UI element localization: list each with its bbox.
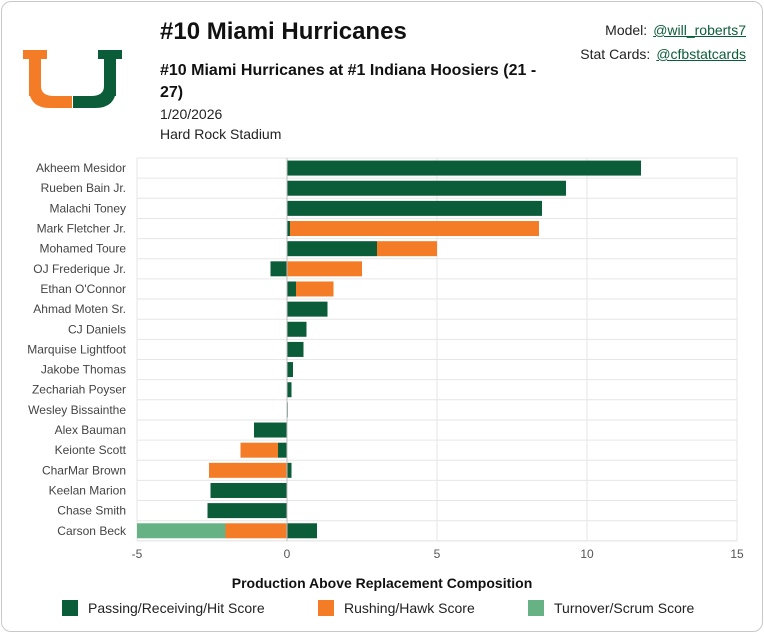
bar-segment	[287, 301, 328, 317]
bar-segment	[287, 362, 293, 378]
y-tick-label: Marquise Lightfoot	[27, 342, 126, 356]
bar-segment	[225, 523, 287, 539]
model-credit: Model: @will_roberts7	[580, 18, 746, 42]
y-tick-label: Malachi Toney	[50, 201, 127, 215]
y-tick-label: OJ Frederique Jr.	[33, 262, 126, 276]
bar-segment	[290, 221, 539, 237]
bar-segment	[287, 221, 290, 237]
legend-item-turnover: Turnover/Scrum Score	[528, 600, 694, 616]
model-handle-link[interactable]: @will_roberts7	[653, 22, 746, 38]
y-tick-label: Jakobe Thomas	[41, 363, 126, 377]
x-tick-label: 15	[730, 547, 744, 561]
y-tick-label: Mark Fletcher Jr.	[37, 222, 126, 236]
legend-label-rushing: Rushing/Hawk Score	[344, 600, 475, 616]
bar-segment	[287, 200, 542, 216]
y-tick-label: Ethan O'Connor	[40, 282, 126, 296]
legend-item-passing: Passing/Receiving/Hit Score	[62, 600, 265, 616]
y-tick-label: Chase Smith	[57, 504, 126, 518]
bar-segment	[377, 241, 437, 257]
bar-segment	[207, 503, 287, 519]
bar-segment	[287, 241, 377, 257]
x-tick-label: -5	[132, 547, 143, 561]
y-tick-label: Rueben Bain Jr.	[41, 181, 126, 195]
y-tick-label: Carson Beck	[57, 524, 127, 538]
credits: Model: @will_roberts7 Stat Cards: @cfbstat…	[580, 18, 746, 66]
stat-handle-link[interactable]: @cfbstatcards	[656, 46, 746, 62]
stat-label: Stat Cards:	[580, 46, 651, 62]
model-label: Model:	[605, 22, 648, 38]
bar-segment	[287, 180, 566, 196]
y-tick-label: Ahmad Moten Sr.	[33, 302, 126, 316]
y-tick-label: CJ Daniels	[68, 322, 126, 336]
x-axis-title: Production Above Replacement Composition	[231, 575, 533, 591]
x-tick-label: 0	[284, 547, 291, 561]
y-tick-label: Mohamed Toure	[40, 242, 127, 256]
x-tick-label: 10	[580, 547, 594, 561]
bar-segment	[287, 382, 292, 398]
legend-label-turnover: Turnover/Scrum Score	[554, 600, 695, 616]
y-tick-label: Wesley Bissainthe	[28, 403, 126, 417]
legend-swatch-turnover	[528, 600, 544, 616]
bar-segment	[278, 442, 287, 458]
bar-segment	[287, 523, 317, 539]
bar-segment	[287, 281, 296, 297]
bar-segment	[210, 482, 287, 498]
bar-segment	[287, 261, 362, 277]
bar-segment	[287, 462, 292, 478]
legend-swatch-rushing	[318, 600, 334, 616]
legend-item-rushing: Rushing/Hawk Score	[318, 600, 475, 616]
par-composition-chart: -5 0 5 10 15 Akheem Mesidor Rueben Bain Jr. Mal…	[27, 157, 744, 561]
y-tick-label: Keionte Scott	[55, 443, 127, 457]
bar-segment	[270, 261, 287, 277]
legend-label-passing: Passing/Receiving/Hit Score	[88, 600, 265, 616]
bar-segment	[137, 523, 226, 539]
bar-segment	[209, 462, 287, 478]
game-venue: Hard Rock Stadium	[160, 126, 282, 142]
legend-swatch-passing	[62, 600, 78, 616]
y-tick-label: Alex Bauman	[55, 423, 126, 437]
bar-segment	[296, 281, 334, 297]
bar-segment	[240, 442, 278, 458]
x-tick-label: 5	[434, 547, 441, 561]
y-tick-label: Keelan Marion	[49, 483, 126, 497]
game-matchup: #10 Miami Hurricanes at #1 Indiana Hoosi…	[160, 62, 537, 101]
page-title: #10 Miami Hurricanes	[160, 18, 407, 45]
bar-segment	[287, 160, 641, 176]
stat-credit: Stat Cards: @cfbstatcards	[580, 42, 746, 66]
y-tick-label: CharMar Brown	[42, 463, 126, 477]
y-tick-label: Akheem Mesidor	[36, 161, 126, 175]
bar-segment	[287, 321, 307, 337]
game-date: 1/20/2026	[160, 106, 223, 122]
bar-segment	[254, 422, 287, 438]
bar-segment	[287, 341, 304, 357]
y-tick-label: Zechariah Poyser	[32, 383, 126, 397]
miami-u-logo	[23, 50, 122, 108]
